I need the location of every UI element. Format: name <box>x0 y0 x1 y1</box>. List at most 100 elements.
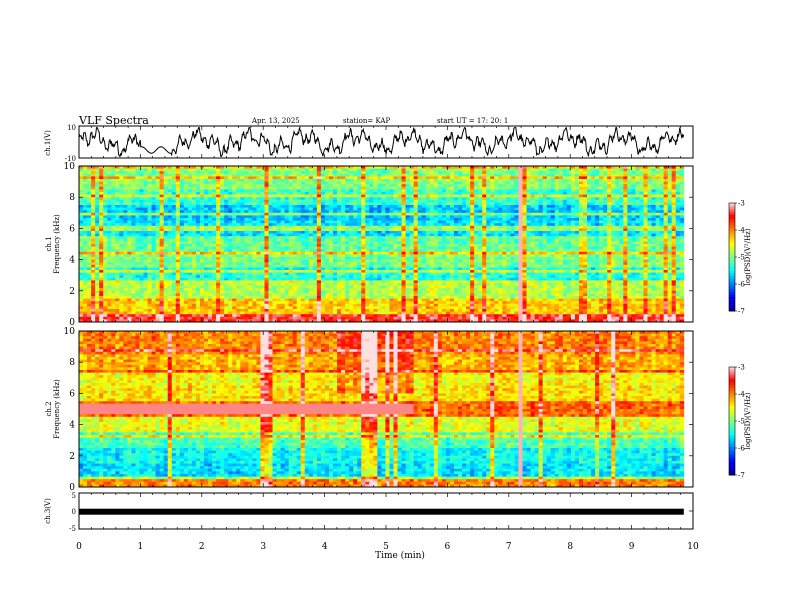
spectrogram-cell <box>195 189 201 193</box>
spectrogram-cell <box>135 168 140 172</box>
spectrogram-cell <box>502 205 507 208</box>
spectrogram-cell <box>224 184 229 188</box>
spectrogram-cell <box>284 186 290 190</box>
spectrogram-cell <box>216 166 221 169</box>
spectrogram-cell <box>220 192 225 195</box>
spectrogram-cell <box>115 168 120 172</box>
spectrogram-cell <box>195 184 201 188</box>
spectrogram-cell <box>397 207 402 211</box>
spectrogram-cell <box>79 241 84 245</box>
spectrogram-cell <box>103 197 108 201</box>
spectrogram-cell <box>236 181 241 185</box>
spectrogram-cell <box>655 210 660 214</box>
spectrogram-cell <box>316 210 322 214</box>
spectrogram-cell <box>478 184 483 188</box>
spectrogram-cell <box>139 220 144 224</box>
spectrogram-cell <box>587 231 592 234</box>
spectrogram-cell <box>135 249 140 253</box>
spectrogram-cell <box>595 166 600 169</box>
start-time-label: start UT = 17: 20: 1 <box>437 117 508 125</box>
spectrogram-cell <box>643 194 648 198</box>
spectrogram-cell <box>216 184 221 188</box>
spectrogram-cell <box>316 231 322 234</box>
spectrogram-cell <box>466 207 471 211</box>
spectrogram-cell <box>220 181 225 185</box>
spectrogram-cell <box>288 223 294 227</box>
spectrogram-cell <box>296 207 302 211</box>
spectrogram-cell <box>123 233 128 237</box>
spectrogram-cell <box>195 218 201 221</box>
spectrogram-cell <box>603 223 608 227</box>
spectrogram-cell <box>296 233 302 237</box>
spectrogram-cell <box>635 220 640 224</box>
spectrogram-cell <box>522 233 527 237</box>
spectrogram-cell <box>635 223 640 227</box>
spectrogram-cell <box>268 202 273 206</box>
spectrogram-cell <box>151 181 156 185</box>
spectrogram-cell <box>631 205 636 208</box>
spectrogram-cell <box>312 228 318 232</box>
spectrogram-cell <box>345 168 350 172</box>
spectrogram-cell <box>478 238 483 242</box>
spectrogram-cell <box>127 207 132 211</box>
spectrogram-cell <box>284 181 290 185</box>
spectrogram-cell <box>183 220 189 224</box>
spectrogram-cell <box>494 223 499 227</box>
spectrogram-cell <box>167 236 173 240</box>
spectrogram-cell <box>385 171 390 175</box>
spectrogram-cell <box>187 212 193 216</box>
spectrogram-cell <box>107 210 112 214</box>
spectrogram-cell <box>361 202 366 206</box>
spectrogram-cell <box>91 246 96 250</box>
spectrogram-cell <box>623 207 628 211</box>
spectrogram-cell <box>256 166 261 169</box>
spectrogram-cell <box>490 225 495 229</box>
spectrogram-cell <box>365 186 370 190</box>
spectrogram-cell <box>256 210 261 214</box>
spectrogram-cell <box>466 192 471 195</box>
spectrogram-cell <box>191 168 197 172</box>
spectrogram-cell <box>679 173 685 177</box>
spectrogram-cell <box>534 166 540 169</box>
spectrogram-cell <box>163 236 169 240</box>
spectrogram-cell <box>562 220 568 224</box>
spectrogram-cell <box>357 246 362 250</box>
spectrogram-cell <box>393 223 398 227</box>
spectrogram-cell <box>324 171 330 175</box>
spectrogram-cell <box>373 233 378 237</box>
spectrogram-cell <box>679 225 685 229</box>
spectrogram-cell <box>546 205 552 208</box>
spectrogram-cell <box>381 220 386 224</box>
spectrogram-cell <box>123 181 128 185</box>
spectrogram-cell <box>175 171 181 175</box>
spectrogram-cell <box>599 189 604 193</box>
spectrogram-cell <box>111 220 116 224</box>
spectrogram-cell <box>272 225 277 229</box>
spectrogram-cell <box>611 176 616 180</box>
spectrogram-cell <box>159 199 165 203</box>
spectrogram-cell <box>260 238 265 242</box>
spectrogram-cell <box>506 228 511 232</box>
spectrogram-cell <box>490 173 495 177</box>
spectrogram-cell <box>413 215 419 219</box>
spectrogram-cell <box>639 225 644 229</box>
spectrogram-cell <box>667 210 673 214</box>
spectrogram-cell <box>155 231 161 234</box>
spectrogram-cell <box>324 166 330 169</box>
spectrogram-cell <box>99 176 104 180</box>
spectrogram-cell <box>417 189 423 193</box>
spectrogram-cell <box>91 228 96 232</box>
spectrogram-cell <box>292 210 298 214</box>
spectrogram-cell <box>466 244 471 247</box>
spectrogram-cell <box>417 246 423 250</box>
spectrogram-cell <box>449 228 455 232</box>
spectrogram-cell <box>123 241 128 245</box>
spectrogram-cell <box>421 197 427 201</box>
spectrogram-cell <box>264 210 269 214</box>
spectrogram-cell <box>83 241 88 245</box>
spectrogram-cell <box>542 225 548 229</box>
spectrogram-cell <box>87 173 92 177</box>
spectrogram-cell <box>171 171 177 175</box>
spectrogram-cell <box>401 202 406 206</box>
spectrogram-cell <box>345 231 350 234</box>
